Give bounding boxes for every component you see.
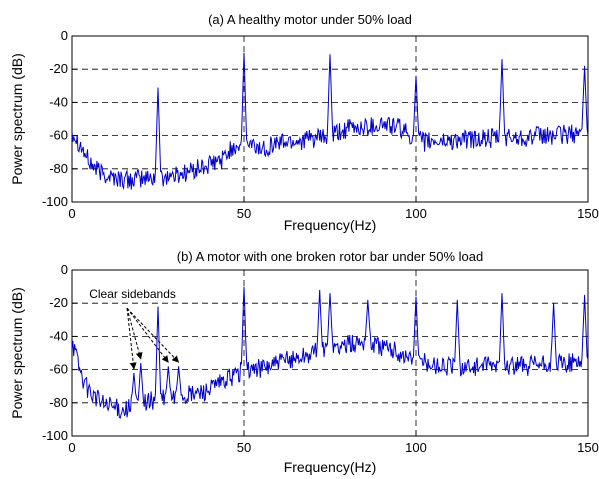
panel-b-y-tick-label: -20 [49,295,68,310]
panel-a-spectrum-line [71,52,589,191]
panel-b-y-tick-label: -60 [49,362,68,377]
panel-a-y-tick-label: -100 [42,194,68,209]
panel-a-y-tick-label: -40 [49,94,68,109]
clear-sidebands-annotation: Clear sidebands [89,287,176,301]
panel-b-x-axis-label: Frequency(Hz) [284,459,377,475]
sideband-arrow [126,308,137,370]
sideband-arrow [126,307,180,363]
panel-a-title: (a) A healthy motor under 50% load [208,12,412,27]
panel-a-x-axis-label: Frequency(Hz) [284,217,377,233]
panel-b-x-tick-label: 0 [68,440,75,455]
panel-a-y-tick-label: -20 [49,61,68,76]
panel-a-ticks: 0 50 100 150 0 -20 -40 -60 -80 -100 [42,28,599,221]
panel-a-y-tick-label: -60 [49,128,68,143]
panel-b-ticks: 0 50 100 150 0 -20 -40 -60 -80 -100 [42,262,599,455]
panel-a: (a) A healthy motor under 50% load 0 50 10… [9,12,599,233]
panel-b-x-tick-label: 150 [577,440,599,455]
panel-a-y-tick-label: -80 [49,161,68,176]
panel-b-spectrum-line [71,286,589,419]
sideband-arrows [126,307,180,370]
panel-b-x-tick-label: 50 [237,440,251,455]
panel-b-x-tick-label: 100 [405,440,427,455]
panel-b-title: (b) A motor with one broken rotor bar un… [177,249,483,264]
sideband-arrow [126,307,169,363]
panel-a-y-tick-label: 0 [61,28,68,43]
panel-b-y-axis-label: Power spectrum (dB) [9,287,25,418]
panel-b: (b) A motor with one broken rotor bar un… [9,249,599,475]
sideband-arrow [126,308,143,360]
panel-a-y-axis-label: Power spectrum (dB) [9,53,25,184]
panel-b-y-tick-label: 0 [61,262,68,277]
panel-b-y-tick-label: -100 [42,428,68,443]
panel-a-x-tick-label: 0 [68,206,75,221]
panel-b-y-tick-label: -80 [49,395,68,410]
panel-a-x-tick-label: 100 [405,206,427,221]
panel-b-y-tick-label: -40 [49,328,68,343]
panel-a-x-tick-label: 50 [237,206,251,221]
panel-a-x-tick-label: 150 [577,206,599,221]
